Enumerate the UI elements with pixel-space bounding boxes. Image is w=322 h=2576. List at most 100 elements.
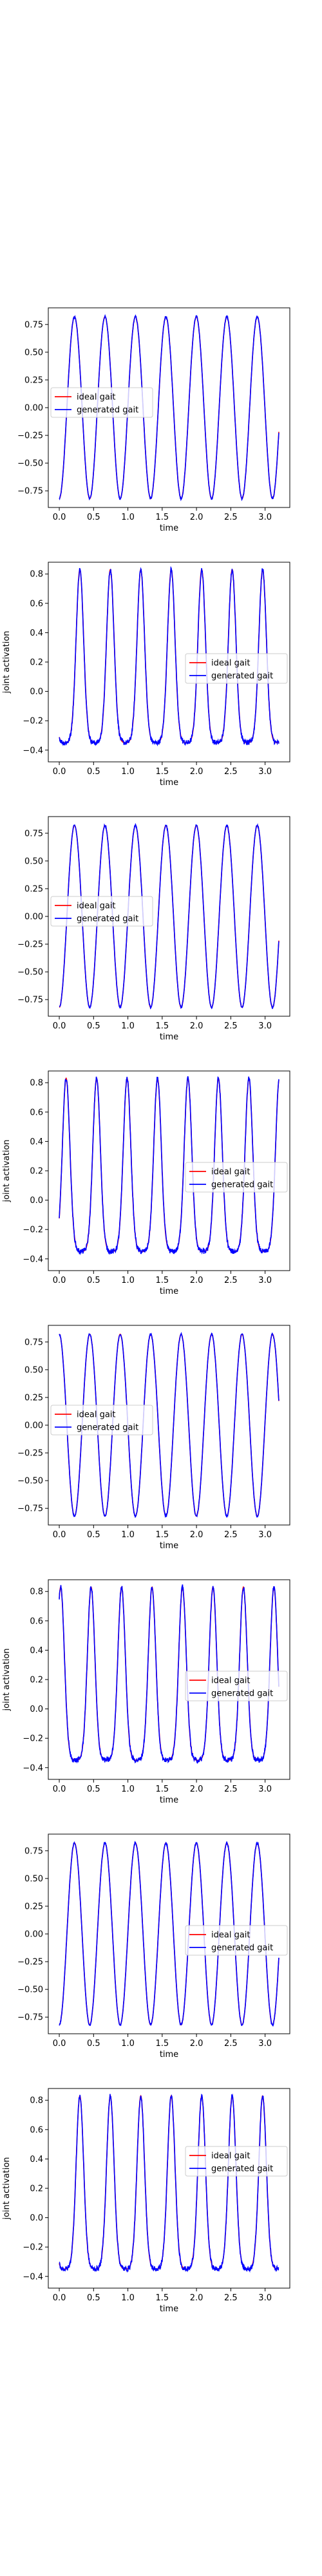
x-tick-label: 0.5	[87, 513, 100, 522]
x-tick-label: 0.5	[87, 1785, 100, 1794]
y-tick-label: −0.2	[23, 1734, 43, 1744]
x-tick-label: 1.5	[156, 1276, 169, 1285]
chart-panel-5: 0.0 0.5 1.0 1.5 2.0 2.5 3.0 time −0.75 −0.50 −0.25…	[17, 1325, 290, 1551]
y-tick-label: 0.4	[30, 1646, 43, 1656]
x-tick-label: 0.0	[53, 513, 66, 522]
x-tick-label: 1.0	[121, 767, 135, 777]
series-line-generated-gait	[59, 314, 279, 502]
y-tick-label: 0.4	[30, 1137, 43, 1147]
x-tick-label: 2.5	[224, 1785, 238, 1794]
x-tick-label: 1.5	[156, 1021, 169, 1031]
y-tick-label: 0.75	[24, 1846, 43, 1856]
legend: ideal gait generated gait	[185, 653, 288, 684]
x-tick-label: 3.0	[258, 1021, 272, 1031]
x-axis-label: time	[160, 1287, 178, 1296]
x-tick-label: 3.0	[258, 767, 272, 777]
y-tick-label: 0.50	[24, 348, 43, 357]
y-tick-label: 0.0	[30, 1705, 43, 1714]
x-tick-label: 0.5	[87, 767, 100, 777]
y-tick-label: 0.75	[24, 829, 43, 838]
y-tick-label: 0.2	[30, 1167, 43, 1177]
legend-entry: generated gait	[211, 1944, 273, 1953]
legend-entry: generated gait	[77, 1423, 138, 1433]
legend-box	[185, 653, 288, 684]
x-tick-label: 1.5	[156, 2039, 169, 2049]
series-line-generated-gait	[59, 1841, 279, 2027]
x-tick-label: 2.5	[224, 2039, 238, 2049]
y-tick-label: −0.2	[23, 717, 43, 726]
legend-box	[50, 896, 153, 927]
y-tick-label: 0.00	[24, 1421, 43, 1431]
legend-entry: ideal gait	[77, 902, 116, 911]
x-tick-label: 1.0	[121, 2039, 135, 2049]
y-tick-label: 0.25	[24, 1902, 43, 1911]
legend-entry: ideal gait	[77, 1410, 116, 1420]
legend: ideal gait generated gait	[50, 1405, 153, 1435]
x-tick-label: 2.0	[190, 1276, 204, 1285]
y-tick-label: −0.2	[23, 1226, 43, 1235]
legend-entry: ideal gait	[211, 1168, 251, 1177]
y-tick-label: −0.4	[23, 2272, 43, 2282]
x-axis-label: time	[160, 524, 178, 533]
x-tick-label: 2.5	[224, 1276, 238, 1285]
y-tick-label: −0.50	[17, 1477, 43, 1486]
y-tick-label: 0.8	[30, 570, 43, 580]
y-tick-label: 0.0	[30, 2213, 43, 2223]
x-tick-label: 1.0	[121, 1785, 135, 1794]
y-tick-label: 0.6	[30, 2125, 43, 2135]
y-tick-label: −0.25	[17, 1958, 43, 1967]
x-tick-label: 2.5	[224, 513, 238, 522]
y-tick-label: 0.2	[30, 658, 43, 668]
chart-panel-1: 0.0 0.5 1.0 1.5 2.0 2.5 3.0 time −0.75 −0.50 −0.25…	[17, 307, 290, 533]
x-axis-label: time	[160, 778, 178, 788]
legend-entry: generated gait	[211, 1689, 273, 1699]
x-tick-label: 1.0	[121, 2293, 135, 2303]
legend-entry: generated gait	[77, 406, 138, 415]
x-tick-label: 0.5	[87, 1276, 100, 1285]
legend: ideal gait generated gait	[50, 387, 153, 418]
x-tick-label: 2.5	[224, 1021, 238, 1031]
legend-entry: generated gait	[77, 914, 138, 924]
legend: ideal gait generated gait	[185, 1925, 288, 1956]
y-axis-label: joint activation	[2, 2157, 12, 2220]
chart-panel-8: 0.0 0.5 1.0 1.5 2.0 2.5 3.0 time −0.4 −0.2 0.0 0.2 0…	[2, 2088, 290, 2314]
y-tick-label: −0.4	[23, 1255, 43, 1264]
x-tick-label: 1.0	[121, 513, 135, 522]
y-tick-label: 0.8	[30, 1079, 43, 1088]
x-axis-label: time	[160, 1032, 178, 1042]
legend-box	[185, 1162, 288, 1193]
x-tick-label: 2.5	[224, 767, 238, 777]
y-axis-label: joint activation	[2, 630, 12, 694]
x-tick-label: 3.0	[258, 2039, 272, 2049]
x-tick-label: 0.0	[53, 2039, 66, 2049]
x-tick-label: 2.0	[190, 1530, 204, 1540]
series-line-generated-gait	[59, 1332, 279, 1519]
y-tick-label: −0.50	[17, 1985, 43, 1995]
y-tick-label: 0.25	[24, 375, 43, 385]
x-tick-label: 3.0	[258, 513, 272, 522]
x-tick-label: 0.5	[87, 1530, 100, 1540]
y-tick-label: −0.75	[17, 2013, 43, 2023]
x-tick-label: 3.0	[258, 1785, 272, 1794]
legend-box	[185, 1671, 288, 1701]
y-tick-label: 0.75	[24, 320, 43, 330]
series-line-generated-gait	[59, 1584, 279, 1765]
series-line-generated-gait	[59, 565, 279, 746]
legend-entry: ideal gait	[211, 659, 251, 668]
y-axis-label: joint activation	[2, 1139, 12, 1202]
y-tick-label: −0.75	[17, 487, 43, 497]
series-line-generated-gait	[59, 822, 279, 1010]
y-tick-label: 0.0	[30, 687, 43, 697]
y-axis-label: joint activation	[2, 1648, 12, 1711]
x-tick-label: 0.0	[53, 1276, 66, 1285]
y-tick-label: 0.6	[30, 1108, 43, 1117]
legend-box	[50, 1405, 153, 1435]
y-tick-label: 0.50	[24, 857, 43, 866]
legend-box	[50, 387, 153, 418]
x-tick-label: 2.0	[190, 1021, 204, 1031]
y-tick-label: 0.25	[24, 1393, 43, 1403]
x-tick-label: 1.5	[156, 2293, 169, 2303]
y-tick-label: −0.4	[23, 1763, 43, 1773]
x-tick-label: 0.0	[53, 1530, 66, 1540]
